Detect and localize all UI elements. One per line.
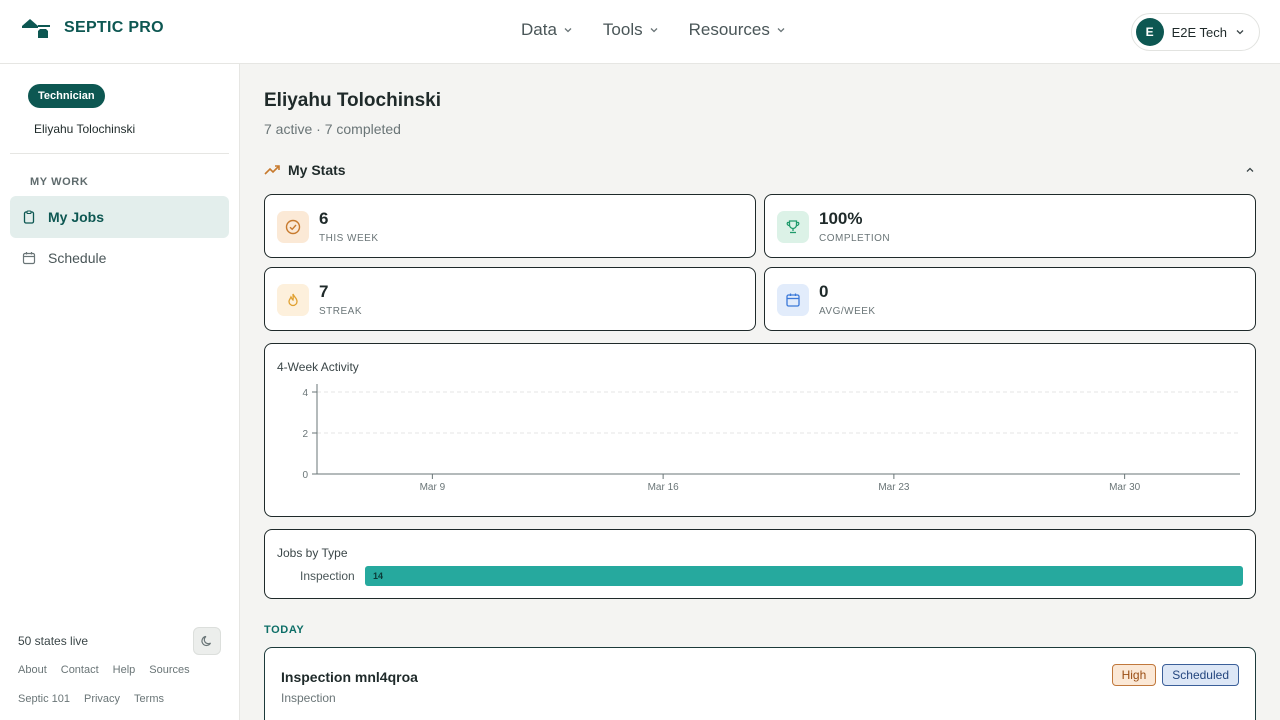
stat-icon-wrap <box>777 211 809 243</box>
stat-card-completion: 100% COMPLETION <box>764 194 1256 258</box>
nav-tools-label: Tools <box>602 20 643 39</box>
trophy-icon <box>786 220 800 234</box>
activity-chart-card: 4-Week Activity 0 2 4 Mar 9 Mar 16 Mar 23 Mar … <box>264 343 1256 517</box>
avatar: E <box>1135 18 1164 46</box>
sidebar-item-label: My Jobs <box>48 209 105 225</box>
job-card[interactable]: Inspection mnl4qroa Inspection High Sche… <box>264 647 1256 720</box>
theme-toggle-button[interactable] <box>193 627 221 655</box>
logo[interactable]: SEPTIC PRO <box>20 16 164 40</box>
nav-resources[interactable]: Resources <box>689 20 786 40</box>
moon-icon <box>201 635 212 647</box>
footer-links: Septic 101 Privacy Terms <box>18 693 164 705</box>
logo-text: SEPTIC PRO <box>64 19 164 36</box>
main-content: Eliyahu Tolochinski 7 active · 7 complet… <box>240 64 1280 720</box>
stat-label: COMPLETION <box>819 233 891 244</box>
sidebar-item-my-jobs[interactable]: My Jobs <box>10 196 229 238</box>
states-live-text: 50 states live <box>18 634 89 648</box>
footer-link-privacy[interactable]: Privacy <box>83 693 121 705</box>
top-navbar: SEPTIC PRO Data Tools Resources E E2E Te… <box>0 0 1280 64</box>
chevron-down-icon <box>1236 30 1244 35</box>
bar-category-label: Inspection <box>300 569 355 583</box>
y-tick-label: 2 <box>302 429 308 440</box>
nav-data-label: Data <box>521 20 557 39</box>
stat-label: STREAK <box>319 306 363 317</box>
job-title: Inspection mnl4qroa <box>281 669 418 685</box>
stat-value: 7 <box>319 282 329 301</box>
sidebar: Technician Eliyahu Tolochinski MY WORK M… <box>0 64 240 720</box>
x-tick-label: Mar 23 <box>878 482 910 493</box>
role-badge: Technician <box>28 84 105 108</box>
bar-value-label: 14 <box>373 571 384 581</box>
chevron-down-icon <box>650 28 658 33</box>
stat-label: AVG/WEEK <box>819 306 876 317</box>
chevron-down-icon <box>777 28 785 33</box>
priority-badge: High <box>1111 664 1157 686</box>
stat-icon-wrap <box>277 211 309 243</box>
sidebar-item-schedule[interactable]: Schedule <box>10 237 229 279</box>
bar-track: 14 <box>365 566 1243 586</box>
chart-title: Jobs by Type <box>277 546 348 560</box>
nav-resources-label: Resources <box>688 20 770 39</box>
stat-card-avg-week: 0 AVG/WEEK <box>764 267 1256 331</box>
jobs-by-type-card: Jobs by Type Inspection 14 <box>264 529 1256 599</box>
divider <box>10 153 229 154</box>
stat-value: 100% <box>819 209 863 228</box>
flame-icon <box>288 293 298 307</box>
bar-inspection[interactable]: 14 <box>365 566 1243 586</box>
stats-header[interactable]: My Stats <box>264 162 1256 178</box>
user-menu-button[interactable]: E E2E Tech <box>1130 13 1260 51</box>
y-tick-label: 4 <box>302 388 308 399</box>
chevron-up-icon[interactable] <box>1244 164 1256 176</box>
stat-value: 6 <box>319 209 329 228</box>
footer-link-help[interactable]: Help <box>112 664 136 676</box>
y-tick-label: 0 <box>302 470 308 481</box>
stat-icon-wrap <box>777 284 809 316</box>
house-logo-icon <box>22 19 50 38</box>
nav-tools[interactable]: Tools <box>603 20 659 40</box>
main-nav: Data Tools Resources <box>521 20 786 40</box>
footer-link-terms[interactable]: Terms <box>134 693 164 705</box>
check-circle-icon <box>285 219 301 235</box>
stat-icon-wrap <box>277 284 309 316</box>
footer-links: About Contact Help Sources <box>18 664 190 676</box>
status-badge: Scheduled <box>1162 664 1239 686</box>
footer-link-sources[interactable]: Sources <box>149 664 190 676</box>
footer-link-septic-101[interactable]: Septic 101 <box>18 693 70 705</box>
stats-title: My Stats <box>288 162 346 178</box>
stat-value: 0 <box>819 282 829 301</box>
calendar-icon <box>786 293 800 307</box>
activity-chart: 0 2 4 Mar 9 Mar 16 Mar 23 Mar 30 <box>302 384 1240 493</box>
chevron-down-icon <box>564 28 572 33</box>
footer-link-contact[interactable]: Contact <box>60 664 99 676</box>
x-tick-label: Mar 16 <box>648 482 680 493</box>
stat-card-this-week: 6 THIS WEEK <box>264 194 756 258</box>
nav-data[interactable]: Data <box>521 20 573 40</box>
chart-title: 4-Week Activity <box>277 360 359 374</box>
clipboard-icon <box>23 210 35 224</box>
x-tick-label: Mar 30 <box>1109 482 1141 493</box>
job-badges: High Scheduled <box>1111 664 1239 686</box>
page-title: Eliyahu Tolochinski <box>264 90 442 111</box>
trending-up-icon <box>264 165 280 175</box>
job-type: Inspection <box>281 691 336 705</box>
section-label-today: TODAY <box>264 624 305 636</box>
x-tick-label: Mar 9 <box>420 482 446 493</box>
sidebar-item-label: Schedule <box>48 250 107 266</box>
section-label: MY WORK <box>30 176 89 188</box>
stat-label: THIS WEEK <box>319 233 379 244</box>
job-summary: 7 active · 7 completed <box>264 121 401 137</box>
calendar-icon <box>22 252 36 265</box>
sidebar-user-name: Eliyahu Tolochinski <box>34 122 136 136</box>
stat-card-streak: 7 STREAK <box>264 267 756 331</box>
footer-link-about[interactable]: About <box>18 664 47 676</box>
user-name: E2E Tech <box>1171 24 1227 40</box>
